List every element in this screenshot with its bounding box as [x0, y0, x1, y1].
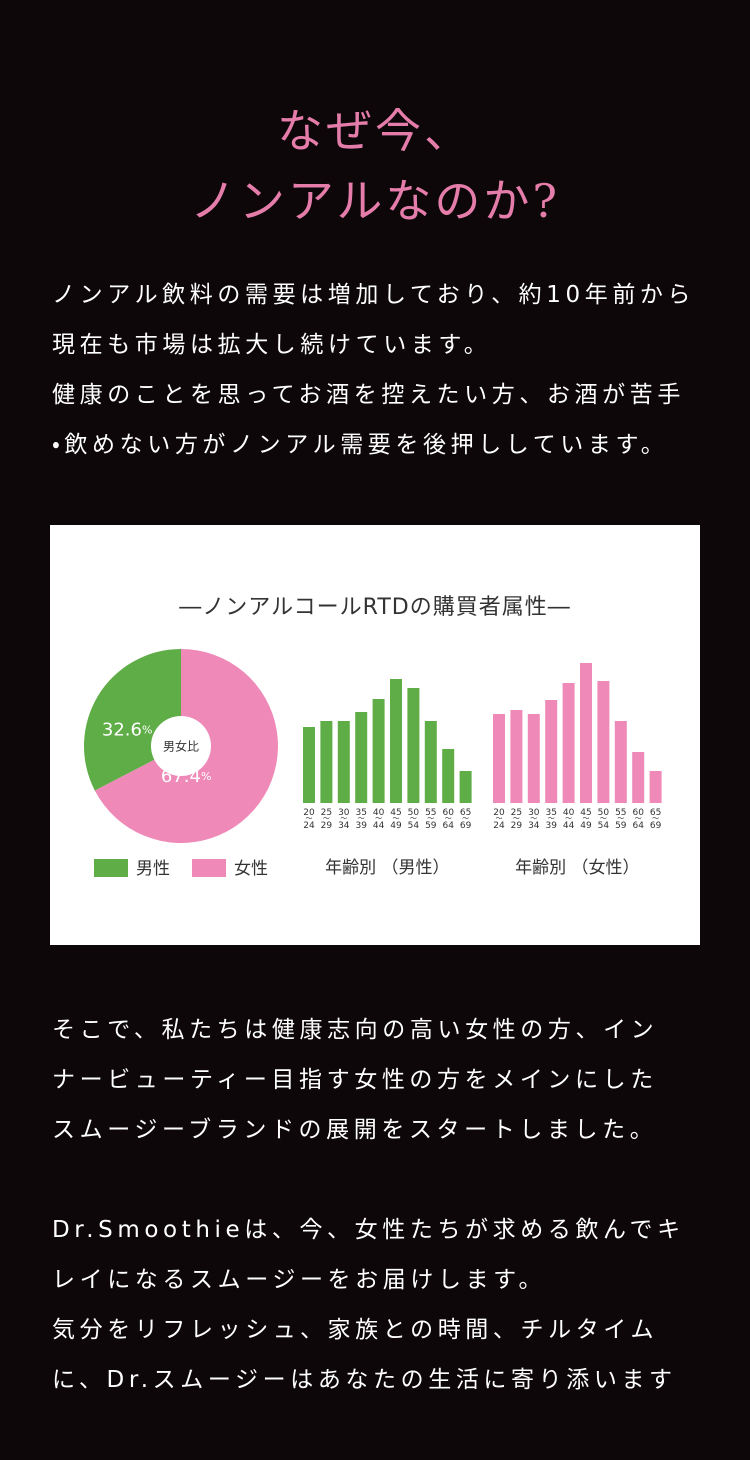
- bar: [303, 727, 315, 803]
- pie-value-label: 67.4%: [161, 766, 212, 787]
- x-tick-label: 20 〜 24: [303, 808, 315, 831]
- legend-swatch: [94, 859, 128, 877]
- bar: [597, 681, 610, 803]
- chart-title: 年齢別 （女性）: [515, 858, 639, 878]
- heading: ノンアルなのか?: [189, 174, 561, 228]
- legend-label: 男性: [136, 859, 170, 879]
- x-tick-label: 35 〜 39: [355, 808, 367, 831]
- paragraph-line: レイになるスムージーをお届けします。: [52, 1267, 547, 1293]
- bar: [545, 700, 558, 803]
- bar: [632, 752, 645, 803]
- bar: [372, 699, 385, 803]
- x-tick-label: 35 〜 39: [545, 808, 557, 831]
- x-tick-label: 40 〜 44: [563, 808, 575, 831]
- paragraph-line: ノンアル飲料の需要は増加しており、約10年前から: [52, 282, 696, 308]
- bar: [407, 688, 420, 803]
- paragraph-line: 気分をリフレッシュ、家族との時間、チルタイム: [52, 1317, 659, 1343]
- bar: [320, 721, 333, 803]
- pie-center: [151, 716, 211, 776]
- bar: [493, 714, 505, 803]
- x-tick-label: 20 〜 24: [493, 808, 505, 831]
- pie-center-label: 男女比: [163, 740, 199, 754]
- bar: [355, 712, 368, 803]
- paragraph-line: 現在も市場は拡大し続けています。: [52, 332, 492, 358]
- bar: [510, 710, 523, 803]
- x-tick-label: 55 〜 59: [615, 808, 627, 831]
- paragraph-line: ナービューティー目指す女性の方をメインにした: [52, 1067, 658, 1093]
- x-tick-label: 65 〜 69: [650, 808, 662, 831]
- bar: [337, 721, 350, 803]
- pie-value-label: 32.6%: [102, 719, 153, 740]
- x-tick-label: 25 〜 29: [511, 808, 523, 831]
- bar: [390, 679, 402, 803]
- x-tick-label: 30 〜 34: [338, 808, 350, 831]
- legend-label: 女性: [234, 859, 268, 879]
- x-tick-label: 45 〜 49: [580, 808, 592, 831]
- x-tick-label: 60 〜 64: [632, 808, 644, 831]
- infographic: ―ノンアルコールRTDの購買者属性― 男女比 32.6% 67.4% 男性 女性 20 〜 2…: [50, 525, 700, 945]
- x-tick-label: 60 〜 64: [442, 808, 454, 831]
- x-tick-label: 50 〜 54: [408, 808, 420, 831]
- bar: [442, 749, 455, 803]
- chart-title: 年齢別 （男性）: [325, 858, 449, 878]
- heading: なぜ今、: [277, 104, 473, 158]
- paragraph-line: に、Dr.スムージーはあなたの生活に寄り添います: [52, 1367, 677, 1393]
- bar: [527, 714, 540, 803]
- x-tick-label: 25 〜 29: [321, 808, 333, 831]
- x-tick-label: 45 〜 49: [390, 808, 402, 831]
- x-tick-label: 40 〜 44: [373, 808, 385, 831]
- paragraph-line: 健康のことを思ってお酒を控えたい方、お酒が苦手: [52, 382, 685, 408]
- paragraph-line: スムージーブランドの展開をスタートしました。: [52, 1117, 658, 1143]
- x-tick-label: 65 〜 69: [460, 808, 472, 831]
- x-tick-label: 55 〜 59: [425, 808, 437, 831]
- bar: [562, 683, 575, 803]
- paragraph-line: そこで、私たちは健康志向の高い女性の方、イン: [52, 1017, 659, 1043]
- legend-swatch: [192, 859, 226, 877]
- infographic-title: ―ノンアルコールRTDの購買者属性―: [179, 595, 570, 620]
- bar: [649, 771, 662, 803]
- x-tick-label: 50 〜 54: [598, 808, 610, 831]
- bar: [614, 721, 627, 803]
- paragraph-line: Dr.Smoothieは、今、女性たちが求める飲んでキ: [52, 1217, 685, 1243]
- x-tick-label: 30 〜 34: [528, 808, 540, 831]
- bar: [580, 663, 592, 803]
- paragraph-line: ・飲めない方がノンアル需要を後押ししています。: [52, 432, 669, 458]
- bar: [459, 771, 472, 803]
- bar: [424, 721, 437, 803]
